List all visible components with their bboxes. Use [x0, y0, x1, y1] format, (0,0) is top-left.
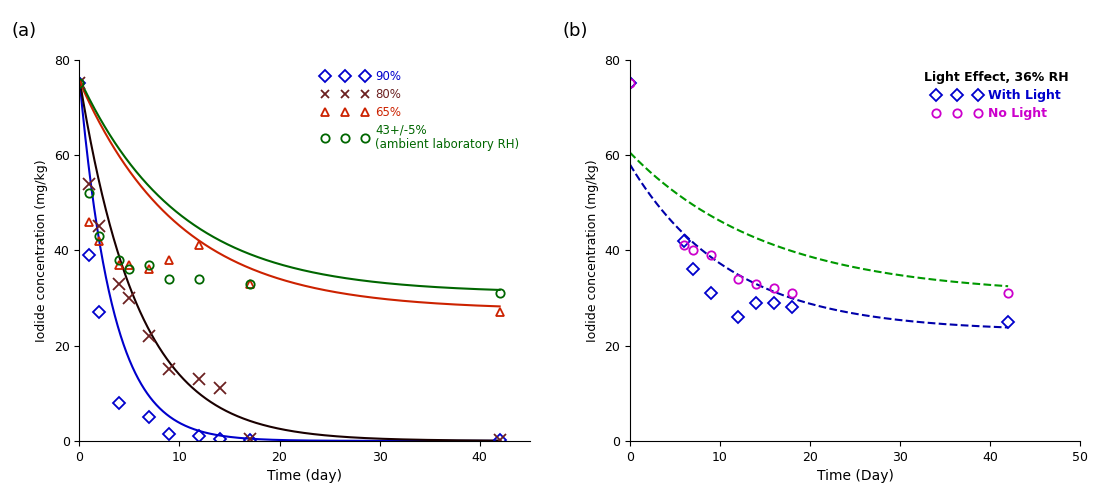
Legend: 90%, 80%, 65%, 43+/-5%
(ambient laboratory RH): 90%, 80%, 65%, 43+/-5% (ambient laborato…: [317, 66, 523, 156]
Y-axis label: Iodide concentration (mg/kg): Iodide concentration (mg/kg): [35, 159, 48, 342]
Legend: With Light, No Light: With Light, No Light: [919, 66, 1074, 125]
Text: (b): (b): [562, 22, 588, 39]
X-axis label: Time (day): Time (day): [267, 469, 342, 483]
Y-axis label: Iodide concentration (mg/kg): Iodide concentration (mg/kg): [586, 159, 599, 342]
Text: (a): (a): [12, 22, 37, 39]
X-axis label: Time (Day): Time (Day): [816, 469, 894, 483]
